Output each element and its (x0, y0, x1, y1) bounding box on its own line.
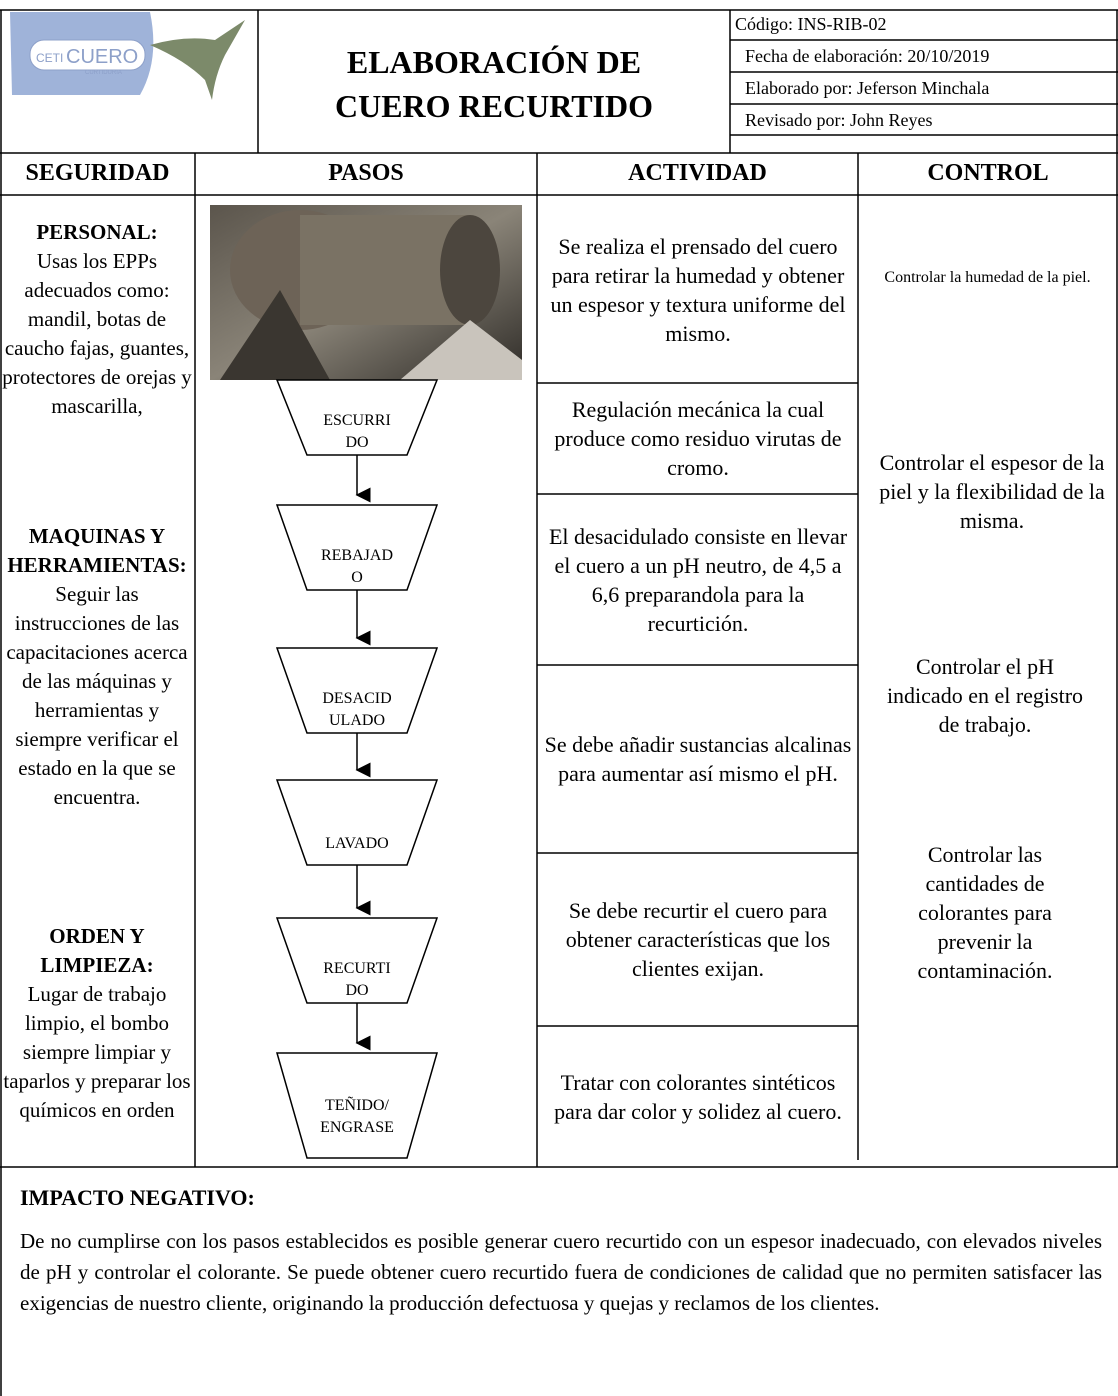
step-label: DESACID ULADO (277, 688, 437, 732)
title: ELABORACIÓN DE CUERO RECURTIDO (258, 40, 730, 128)
impact-text: De no cumplirse con los pasos establecid… (20, 1229, 1102, 1315)
flowchart (275, 379, 439, 1159)
activity: Se debe añadir sustancias alcalinas para… (544, 732, 852, 786)
control: Controlar las cantidades de colorantes p… (917, 842, 1053, 983)
info-author: Elaborado por: Jeferson Minchala (745, 78, 990, 98)
step-label: RECURTI DO (277, 958, 437, 1002)
photo (210, 205, 522, 380)
step-label-line: DO (345, 982, 369, 999)
info-date: Fecha de elaboración: 20/10/2019 (745, 46, 990, 66)
safety-section: ORDEN Y LIMPIEZA: Lugar de trabajo limpio… (0, 922, 194, 1125)
activity: El desacidulado consiste en llevar el cu… (548, 523, 848, 636)
step-label-line: RECURTI (323, 960, 391, 977)
activity: Regulación mecánica la cual produce como… (554, 397, 842, 480)
safety-heading: MAQUINAS Y HERRAMIENTAS: (7, 524, 187, 577)
step-label: TEÑIDO/ENGRASE (277, 1095, 437, 1139)
safety-section: PERSONAL: Usas los EPPs adecuados como: m… (0, 218, 194, 421)
step-label-line: O (351, 569, 363, 586)
grid-lines (0, 9, 1118, 1396)
control: Controlar el espesor de la piel y la fle… (879, 450, 1105, 533)
step-label: REBAJAD O (277, 545, 437, 589)
step-label-line: DESACID (322, 690, 392, 707)
column-header: ACTIVIDAD (628, 160, 767, 186)
safety-text: Lugar de trabajo limpio, el bombo siempr… (3, 982, 191, 1122)
column-header: PASOS (328, 160, 404, 186)
step-label: LAVADO (277, 833, 437, 855)
title-line: ELABORACIÓN DE (346, 44, 642, 80)
step-label-line: ENGRASE (320, 1119, 394, 1136)
impact-heading: IMPACTO NEGATIVO: (20, 1185, 255, 1210)
step-label-line: REBAJAD (320, 547, 393, 564)
activity: Tratar con colorantes sintéticos para da… (554, 1069, 842, 1124)
safety-section: MAQUINAS Y HERRAMIENTAS: Seguir las instr… (0, 522, 194, 812)
safety-heading: PERSONAL: (36, 220, 158, 244)
logo-brand: CUERO (66, 46, 138, 68)
logo-prefix: CETI (36, 51, 63, 65)
step-label: ESCURRI DO (277, 410, 437, 454)
info-reviewer: Revisado por: John Reyes (745, 110, 933, 130)
title-line: CUERO RECURTIDO (334, 88, 653, 124)
step-label-line: ESCURRI (323, 412, 391, 429)
safety-heading: ORDEN Y LIMPIEZA: (40, 924, 154, 977)
control: Controlar el pH indicado en el registro … (886, 654, 1084, 737)
column-header: CONTROL (927, 160, 1049, 186)
logo-tagline: CURTIDURIA (85, 70, 122, 76)
step-label-line: DO (345, 434, 369, 451)
info-code: Código: INS-RIB-02 (735, 14, 887, 34)
step-label-line: LAVADO (325, 835, 389, 852)
step-label-line: TEÑIDO/ (325, 1097, 389, 1114)
activity: Se debe recurtir el cuero para obtener c… (565, 898, 831, 981)
safety-text: Seguir las instrucciones de las capacita… (6, 582, 188, 809)
column-header: SEGURIDAD (25, 160, 170, 186)
safety-text: Usas los EPPs adecuados como: mandil, bo… (2, 249, 192, 418)
control: Controlar la humedad de la piel. (884, 269, 1091, 286)
step-label-line: ULADO (329, 712, 385, 729)
activity: Se realiza el prensado del cuero para re… (550, 233, 846, 346)
logo: CETI CUERO CURTIDURIA (10, 12, 245, 100)
